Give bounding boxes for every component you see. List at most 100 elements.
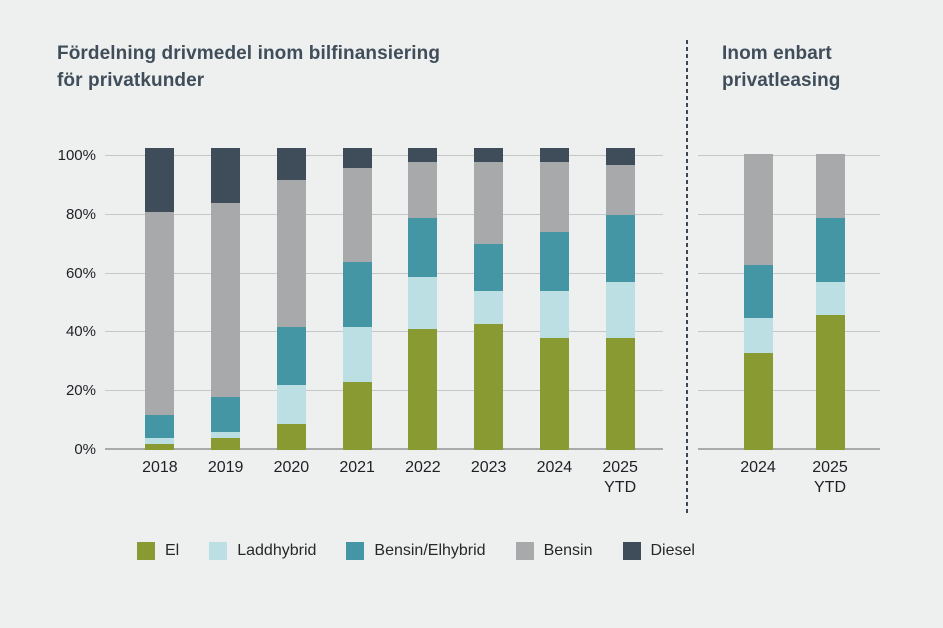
year-label: 2024 xyxy=(740,459,776,476)
bar-column-2019 xyxy=(193,148,259,450)
bar-segment-bensin-elhybrid xyxy=(145,414,175,439)
gridline xyxy=(105,272,663,274)
bar-segment-laddhybrid xyxy=(408,276,438,330)
bar-column-2021 xyxy=(324,148,390,450)
year-label: 2025 xyxy=(602,459,638,476)
bar-segment-diesel xyxy=(145,148,175,212)
bar-segment-bensin-elhybrid xyxy=(605,214,635,283)
chart-legend: El Laddhybrid Bensin/Elhybrid Bensin Diesel xyxy=(137,542,695,560)
x-axis-label-2018: 2018 xyxy=(127,458,193,498)
bar-segment-laddhybrid xyxy=(815,282,845,315)
bar-segment-diesel xyxy=(539,148,569,162)
bar-segment-diesel xyxy=(474,148,504,162)
x-axis-label-2023: 2023 xyxy=(456,458,522,498)
legend-swatch-icon xyxy=(622,542,641,560)
right-chart-title: Inom enbart privatleasing xyxy=(722,40,841,94)
x-axis-label-2022: 2022 xyxy=(390,458,456,498)
gridline xyxy=(698,331,880,333)
x-axis-label-2021: 2021 xyxy=(324,458,390,498)
bar-segment-el xyxy=(211,438,241,450)
ytd-label: YTD xyxy=(604,479,637,496)
stacked-bar-2025 xyxy=(605,148,635,450)
bar-segment-bensin xyxy=(408,161,438,218)
stacked-bar-2024 xyxy=(743,154,773,450)
plot-area-left xyxy=(105,148,663,450)
legend-swatch-icon xyxy=(346,542,365,560)
x-axis-label-2019: 2019 xyxy=(193,458,259,498)
bar-segment-bensin xyxy=(474,161,504,245)
year-label: 2020 xyxy=(273,459,310,476)
y-tick-label: 20% xyxy=(65,382,96,400)
bar-columns xyxy=(105,148,663,450)
stacked-bar-2018 xyxy=(145,148,175,450)
bar-segment-diesel xyxy=(276,148,306,180)
year-label: 2022 xyxy=(405,459,441,476)
bar-segment-diesel xyxy=(211,148,241,204)
bar-column-2025 xyxy=(587,148,653,450)
bar-segment-bensin xyxy=(145,211,175,415)
bar-column-2024 xyxy=(722,154,794,450)
bar-segment-laddhybrid xyxy=(276,385,306,424)
legend-item-bensin: Bensin xyxy=(515,542,593,560)
left-chart-title-line1: Fördelning drivmedel inom bilfinansierin… xyxy=(57,43,441,64)
legend-label: Bensin xyxy=(543,542,593,559)
bar-column-2023 xyxy=(456,148,522,450)
bar-segment-laddhybrid xyxy=(211,432,241,439)
legend-item-bensin-elhybrid: Bensin/Elhybrid xyxy=(346,542,486,560)
bar-segment-bensin-elhybrid xyxy=(743,264,773,318)
y-tick-label: 60% xyxy=(65,264,96,282)
gridline xyxy=(698,155,880,156)
y-tick-label: 100% xyxy=(57,147,96,164)
legend-item-laddhybrid: Laddhybrid xyxy=(209,542,316,560)
right-chart-title-line1: Inom enbart xyxy=(722,43,832,64)
left-chart-title: Fördelning drivmedel inom bilfinansierin… xyxy=(57,40,440,94)
legend-label: Bensin/Elhybrid xyxy=(374,542,486,559)
right-chart-title-line2: privatleasing xyxy=(722,70,841,91)
x-axis-label-2024: 2024 xyxy=(722,458,794,498)
x-axis-baseline xyxy=(105,448,663,450)
year-label: 2019 xyxy=(207,459,244,476)
bar-segment-el xyxy=(815,314,845,450)
legend-swatch-icon xyxy=(137,542,155,560)
plot-area-right xyxy=(698,148,880,450)
legend-swatch-icon xyxy=(515,542,534,560)
bar-segment-el xyxy=(145,444,175,450)
year-label: 2023 xyxy=(470,459,507,476)
bar-segment-diesel xyxy=(408,148,438,162)
bar-segment-bensin-elhybrid xyxy=(815,217,845,283)
x-axis-label-2025: 2025 YTD xyxy=(794,458,866,498)
bar-segment-bensin-elhybrid xyxy=(539,232,569,292)
bar-column-2024 xyxy=(522,148,588,450)
stacked-bar-2020 xyxy=(276,148,306,450)
chart-privatleasing: 2024 2025 YTD xyxy=(698,148,880,498)
legend-label: Laddhybrid xyxy=(237,542,317,559)
stacked-bar-2025 xyxy=(815,154,845,450)
gridline xyxy=(105,331,663,333)
gridline xyxy=(105,390,663,392)
bar-segment-bensin-elhybrid xyxy=(474,244,504,292)
bar-segment-laddhybrid xyxy=(605,282,635,339)
bar-segment-el xyxy=(342,382,372,450)
legend-item-el: El xyxy=(137,542,179,560)
ytd-label: YTD xyxy=(814,479,846,496)
y-tick-label: 0% xyxy=(74,441,96,458)
bar-segment-bensin xyxy=(276,179,306,327)
legend-label: Diesel xyxy=(650,542,695,559)
bar-column-2022 xyxy=(390,148,456,450)
x-axis-labels-right: 2024 2025 YTD xyxy=(698,458,880,498)
gridline xyxy=(698,213,880,215)
gridline xyxy=(698,272,880,274)
bar-segment-laddhybrid xyxy=(539,291,569,339)
bar-column-2018 xyxy=(127,148,193,450)
bar-column-2020 xyxy=(259,148,325,450)
bar-segment-bensin xyxy=(743,154,773,265)
stacked-bar-2023 xyxy=(474,148,504,450)
bar-segment-el xyxy=(408,329,438,450)
bar-segment-bensin xyxy=(605,164,635,215)
bar-segment-laddhybrid xyxy=(474,291,504,324)
year-label: 2024 xyxy=(536,459,573,476)
stacked-bar-2022 xyxy=(408,148,438,450)
bar-segment-bensin-elhybrid xyxy=(276,326,306,386)
bar-segment-el xyxy=(474,323,504,450)
